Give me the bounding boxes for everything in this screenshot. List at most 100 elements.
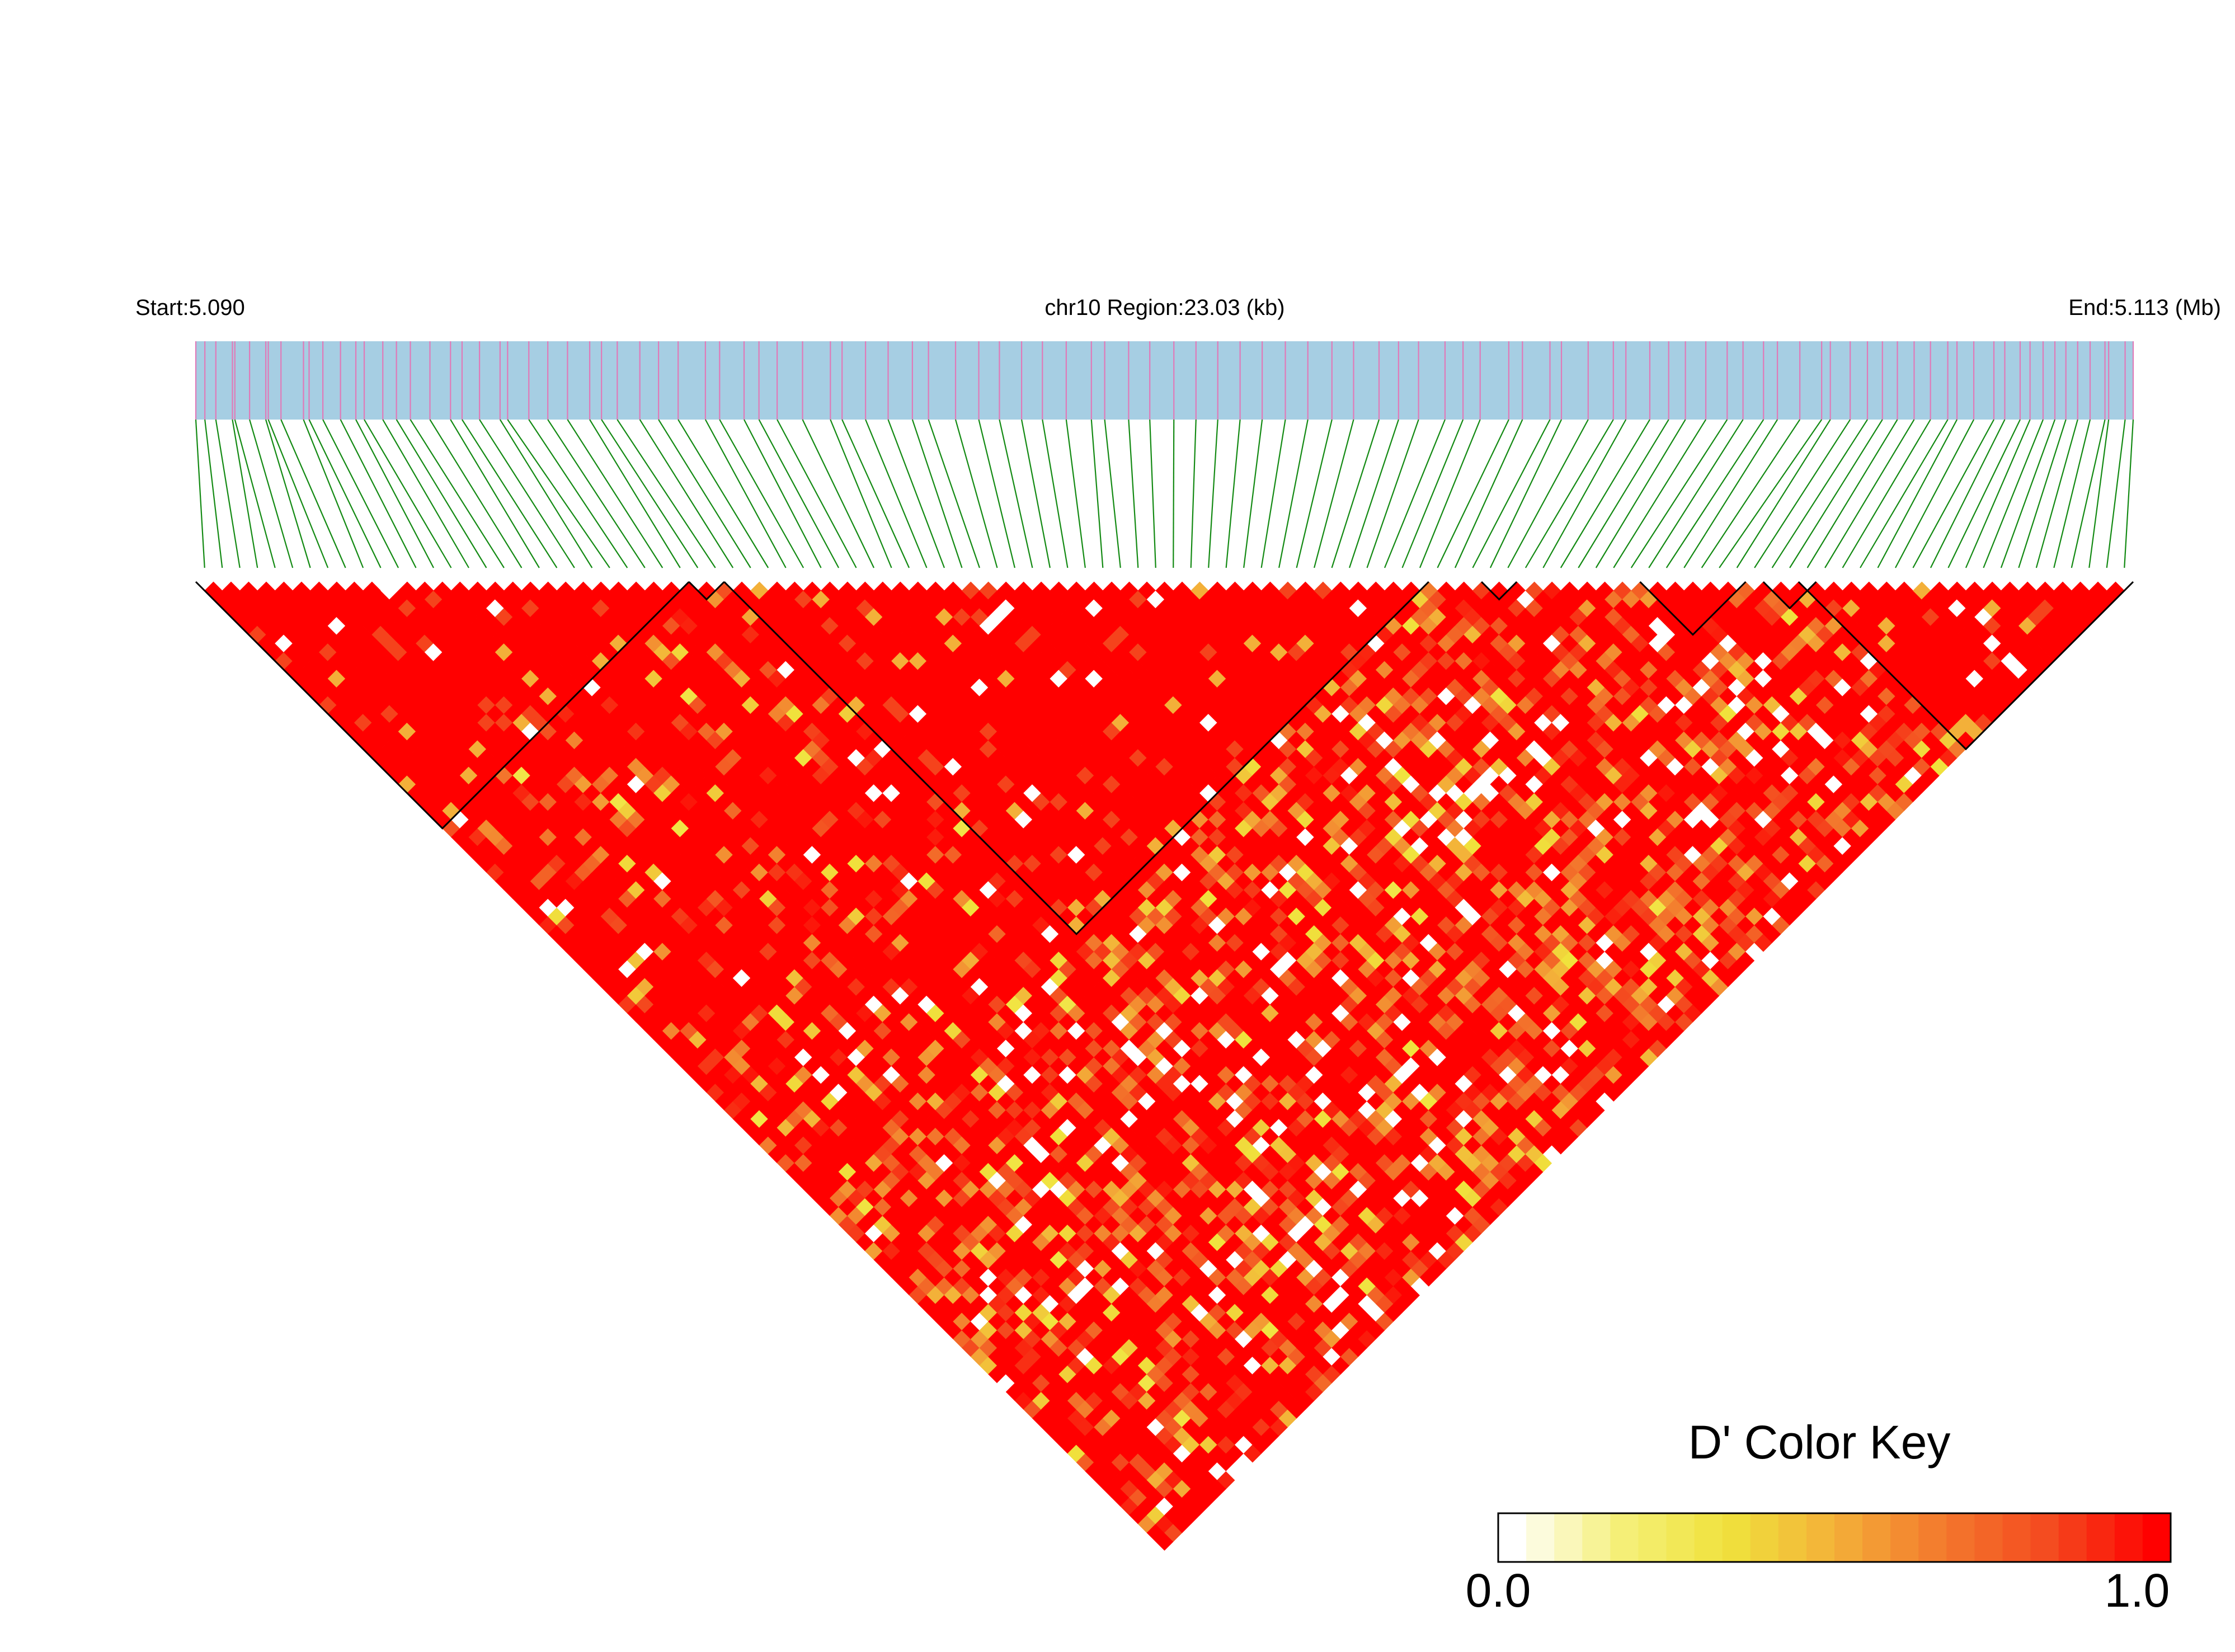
snp-connector-line: [280, 419, 346, 568]
snp-connector-line: [1042, 419, 1069, 568]
snp-connector-line: [2053, 419, 2091, 568]
snp-connector-line: [1104, 419, 1121, 568]
snp-connector-line: [1595, 419, 1686, 568]
snp-connector-line: [1260, 419, 1286, 568]
snp-connector-line: [462, 419, 558, 568]
snp-connector-line: [322, 419, 399, 568]
snp-connector-line: [396, 419, 487, 568]
snp-connector-line: [195, 419, 205, 568]
snp-connector-line: [1736, 419, 1831, 568]
snp-connector-line: [2088, 419, 2110, 568]
snp-connector-line: [1278, 419, 1309, 568]
snp-connector-line: [528, 419, 628, 568]
snp-connector-line: [911, 419, 963, 568]
snp-connector-line: [479, 419, 575, 568]
snp-track: [196, 341, 2133, 420]
snp-connector-line: [308, 419, 382, 568]
snp-connector-line: [1912, 419, 1994, 568]
snp-connector-line: [1419, 419, 1481, 568]
snp-connector-line: [265, 419, 311, 568]
snp-connector-line: [2000, 419, 2056, 568]
snp-connector-line: [1877, 419, 1958, 568]
snp-connector-line: [601, 419, 699, 568]
snp-connector-line: [547, 419, 646, 568]
snp-connector-line: [567, 419, 664, 568]
snp-connector-line: [1454, 419, 1523, 568]
snp-connector-line: [340, 419, 417, 568]
snp-connector-line: [450, 419, 540, 568]
ld-cells: [204, 581, 2125, 1551]
snp-connector-line: [704, 419, 787, 568]
snp-connector-line: [2106, 419, 2126, 568]
snp-connector-line: [1065, 419, 1086, 568]
connector-lines: [195, 419, 2134, 568]
snp-connector-line: [1930, 419, 2006, 568]
snp-connector-line: [2124, 419, 2134, 568]
snp-connector-line: [1401, 419, 1464, 568]
snp-connector-line: [1437, 419, 1509, 568]
snp-connector-line: [303, 419, 364, 568]
snp-connector-line: [589, 419, 681, 568]
snp-connector-line: [1613, 419, 1707, 568]
snp-connector-line: [887, 419, 945, 568]
snp-connector-line: [2035, 419, 2078, 568]
snp-connector-line: [410, 419, 505, 568]
snp-connector-line: [830, 419, 892, 568]
snp-connector-line: [1090, 419, 1104, 568]
snp-connector-line: [232, 419, 258, 568]
snp-connector-line: [1965, 419, 2031, 568]
snp-connector-line: [978, 419, 1015, 568]
snp-connector-line: [1860, 419, 1949, 568]
snp-connector-line: [865, 419, 928, 568]
snp-connector-line: [499, 419, 593, 568]
snp-connector-line: [1349, 419, 1399, 568]
snp-connector-line: [1296, 419, 1333, 568]
snp-connector-line: [1806, 419, 1898, 568]
snp-connector-line: [744, 419, 822, 568]
snp-connector-line: [2071, 419, 2106, 568]
snp-connector-line: [1190, 419, 1197, 568]
snp-connector-line: [1683, 419, 1778, 568]
snp-connector-line: [1754, 419, 1851, 568]
snp-connector-line: [1173, 419, 1175, 568]
snp-connector-line: [1149, 419, 1156, 568]
snp-connector-line: [1560, 419, 1650, 568]
snp-connector-line: [267, 419, 329, 568]
snp-connector-line: [1208, 419, 1218, 568]
snp-ticks: [195, 341, 2134, 420]
snp-connector-line: [658, 419, 751, 568]
snp-connector-line: [364, 419, 452, 568]
snp-connector-line: [1719, 419, 1823, 568]
snp-connector-line: [1895, 419, 1975, 568]
snp-connector-line: [617, 419, 716, 568]
snp-connector-line: [234, 419, 276, 568]
snp-connector-line: [1947, 419, 2021, 568]
snp-connector-line: [1384, 419, 1446, 568]
snp-connector-line: [1665, 419, 1765, 568]
snp-connector-line: [1524, 419, 1614, 568]
snp-connector-line: [802, 419, 875, 568]
snp-connector-line: [999, 419, 1033, 568]
snp-connector-line: [1020, 419, 1051, 568]
snp-connector-line: [1225, 419, 1241, 568]
snp-connector-line: [1472, 419, 1551, 568]
snp-connector-line: [1789, 419, 1883, 568]
snp-connector-line: [758, 419, 840, 568]
snp-connector-line: [382, 419, 469, 568]
snp-connector-line: [1542, 419, 1627, 568]
snp-connector-line: [1128, 419, 1139, 568]
snp-connector-line: [1701, 419, 1801, 568]
snp-connector-line: [1331, 419, 1380, 568]
snp-connector-line: [677, 419, 769, 568]
snp-connector-line: [249, 419, 294, 568]
snp-connector-line: [507, 419, 610, 568]
snp-connector-line: [719, 419, 804, 568]
snp-connector-line: [777, 419, 857, 568]
snp-connector-line: [639, 419, 734, 568]
snp-connector-line: [1507, 419, 1589, 568]
snp-connector-line: [204, 419, 223, 568]
snp-connector-line: [1314, 419, 1354, 568]
snp-connector-line: [2018, 419, 2067, 568]
snp-connector-line: [1983, 419, 2044, 568]
